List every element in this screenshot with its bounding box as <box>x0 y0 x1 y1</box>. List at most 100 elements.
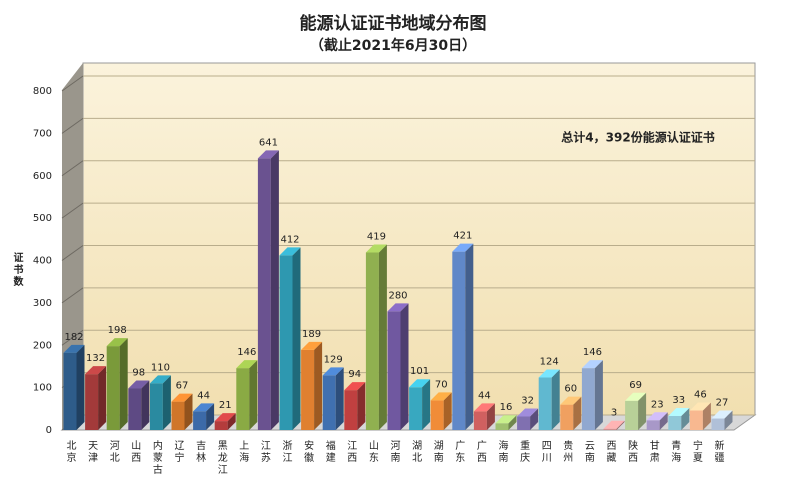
bar-front <box>581 368 595 430</box>
x-tick-label: 内蒙古 <box>150 439 162 476</box>
bar <box>430 392 452 430</box>
x-tick-label: 重庆 <box>518 439 530 464</box>
bar-side <box>422 379 431 430</box>
bar-side <box>314 341 323 430</box>
value-label: 146 <box>583 347 602 358</box>
y-tick-label: 400 <box>33 256 52 267</box>
y-tick-label: 800 <box>33 86 52 97</box>
bar-front <box>322 375 336 430</box>
side-wall <box>62 63 83 430</box>
bar-front <box>301 349 315 430</box>
bar-front <box>193 411 207 430</box>
x-tick-label: 吉林 <box>194 440 206 464</box>
x-tick-label: 海南 <box>496 439 508 464</box>
value-label: 21 <box>219 400 232 411</box>
bar-side <box>357 382 366 430</box>
bar <box>171 393 193 430</box>
bar-top <box>387 303 409 312</box>
bar-side <box>638 392 647 430</box>
bar <box>581 360 603 430</box>
value-label: 124 <box>540 356 559 367</box>
wall-grid-line <box>61 160 84 177</box>
x-tick-label: 浙江 <box>280 440 292 464</box>
bar-top <box>560 396 582 405</box>
bar <box>344 382 366 430</box>
value-label: 412 <box>280 234 299 245</box>
bar <box>538 369 560 430</box>
bar-front <box>214 421 228 430</box>
bar-top <box>106 338 128 347</box>
x-tick-label: 江西 <box>345 440 357 464</box>
bar <box>236 360 258 430</box>
bar-top <box>517 408 539 417</box>
bar-side <box>573 396 582 430</box>
x-tick-label: 福建 <box>323 439 335 464</box>
bar-top <box>603 420 625 429</box>
bar-top <box>322 367 344 376</box>
bar-front <box>365 252 379 430</box>
bar-front <box>560 404 574 430</box>
bar-front <box>387 311 401 430</box>
bar-top <box>279 247 301 256</box>
bar-front <box>473 411 487 430</box>
bar-top <box>646 412 668 421</box>
x-tick-label: 云南 <box>582 440 594 464</box>
value-label: 44 <box>197 390 210 401</box>
bar-side <box>206 403 215 430</box>
bar-top <box>625 392 647 401</box>
bar-top <box>193 403 215 412</box>
bar <box>668 408 690 430</box>
x-tick-label: 四川 <box>539 440 551 464</box>
bar-front <box>171 401 185 430</box>
bar-front <box>625 400 639 430</box>
value-label: 146 <box>237 347 256 358</box>
bar <box>85 366 107 430</box>
value-label: 16 <box>500 402 513 413</box>
bar-front <box>63 352 77 430</box>
bar-top <box>430 392 452 401</box>
bar-top <box>495 415 517 424</box>
x-tick-label: 辽宁 <box>172 440 184 464</box>
value-label: 32 <box>521 395 534 406</box>
x-tick-label: 新疆 <box>712 439 724 464</box>
x-tick-label: 山东 <box>366 440 378 464</box>
y-tick-label: 200 <box>33 340 52 351</box>
bar <box>603 420 625 430</box>
bar-side <box>681 408 690 430</box>
bar-top <box>365 244 387 253</box>
bar <box>560 396 582 430</box>
value-label: 641 <box>259 137 278 148</box>
value-label: 182 <box>64 332 83 343</box>
value-label: 70 <box>435 379 448 390</box>
bar <box>301 341 323 430</box>
bar-side <box>702 402 711 430</box>
value-label: 110 <box>151 362 170 373</box>
bar-front <box>106 346 120 430</box>
x-tick-label: 湖北 <box>410 440 422 464</box>
bar <box>63 344 85 430</box>
wall-grid-line <box>61 245 84 261</box>
value-label: 129 <box>324 354 343 365</box>
bar-side <box>227 413 236 430</box>
x-tick-label: 陕西 <box>626 439 638 464</box>
annotation: 总计4，392份能源认证证书 <box>561 130 714 145</box>
bar-top <box>711 410 733 419</box>
bar-side <box>98 366 107 430</box>
bar-front <box>344 390 358 430</box>
bar <box>711 410 733 430</box>
chart-subtitle: （截止2021年6月30日） <box>310 37 476 54</box>
wall-grid-line <box>61 287 84 304</box>
bar-front <box>668 416 682 430</box>
wall-grid-line <box>61 329 84 346</box>
bar-side <box>724 410 733 430</box>
bar-side <box>486 403 495 430</box>
bar-side <box>508 415 517 430</box>
bar <box>128 380 150 430</box>
value-label: 280 <box>388 290 407 301</box>
bar <box>495 415 517 430</box>
bar-top <box>85 366 107 375</box>
bar-side <box>76 344 85 430</box>
x-tick-label: 河北 <box>107 440 119 464</box>
bar-front <box>409 387 423 430</box>
bar <box>106 338 128 430</box>
